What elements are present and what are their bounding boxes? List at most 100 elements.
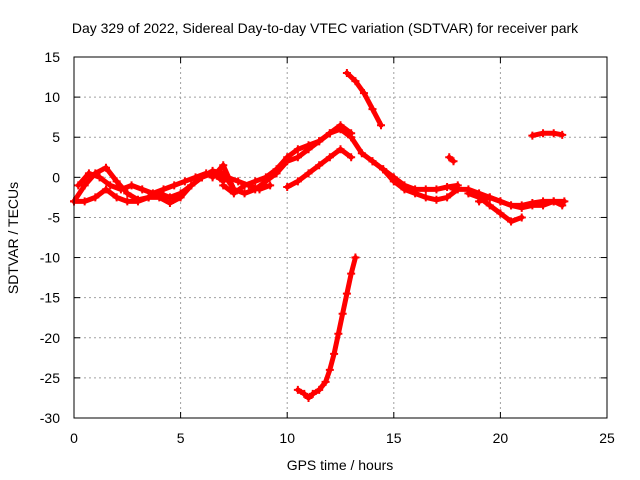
data-point xyxy=(251,177,260,186)
data-point xyxy=(347,133,356,142)
data-point xyxy=(293,385,302,394)
data-point xyxy=(155,193,164,202)
data-point xyxy=(359,89,368,98)
data-point xyxy=(368,105,377,114)
y-tick-label: 10 xyxy=(44,89,60,105)
x-axis-label: GPS time / hours xyxy=(287,457,394,473)
data-point xyxy=(308,389,317,398)
data-point xyxy=(464,189,473,198)
data-point xyxy=(379,165,388,174)
series-arc-n xyxy=(529,130,565,139)
data-point xyxy=(357,149,366,158)
data-point xyxy=(101,163,110,172)
data-point xyxy=(347,269,356,278)
data-point xyxy=(411,189,420,198)
data-point xyxy=(549,197,558,206)
data-point xyxy=(560,197,569,206)
data-point xyxy=(165,199,174,208)
data-point xyxy=(219,181,228,190)
data-point xyxy=(304,169,313,178)
y-tick-label: -5 xyxy=(48,209,61,225)
data-point xyxy=(304,393,313,402)
data-point xyxy=(325,153,334,162)
data-point xyxy=(229,189,238,198)
data-point xyxy=(377,121,386,130)
series-layer xyxy=(70,69,569,402)
data-point xyxy=(325,365,334,374)
data-point xyxy=(176,193,185,202)
data-point xyxy=(475,197,484,206)
data-point xyxy=(116,185,125,194)
data-point xyxy=(240,181,249,190)
x-tick-label: 15 xyxy=(386,430,402,446)
y-tick-label: 15 xyxy=(44,49,60,65)
data-point xyxy=(95,173,104,182)
data-point xyxy=(315,137,324,146)
data-point xyxy=(133,197,142,206)
data-point xyxy=(106,181,115,190)
grid-layer xyxy=(74,57,607,418)
x-tick-label: 10 xyxy=(279,430,295,446)
data-point xyxy=(445,153,454,162)
data-point xyxy=(336,125,345,134)
data-point xyxy=(234,177,243,186)
data-point xyxy=(432,185,441,194)
data-point xyxy=(187,181,196,190)
data-point xyxy=(261,173,270,182)
data-point xyxy=(342,289,351,298)
data-point xyxy=(84,169,93,178)
data-point xyxy=(336,145,345,154)
data-point xyxy=(347,153,356,162)
data-point xyxy=(219,161,228,170)
data-point xyxy=(342,69,351,78)
data-point xyxy=(101,185,110,194)
data-point xyxy=(449,157,458,166)
data-point xyxy=(334,329,343,338)
data-point xyxy=(159,185,168,194)
series-arc-h xyxy=(295,255,358,401)
data-point xyxy=(293,153,302,162)
data-point xyxy=(315,385,324,394)
data-point xyxy=(208,173,217,182)
data-point xyxy=(240,189,249,198)
data-point xyxy=(191,173,200,182)
data-point xyxy=(496,197,505,206)
data-point xyxy=(315,161,324,170)
data-point xyxy=(443,193,452,202)
y-tick-label: -15 xyxy=(40,290,60,306)
data-point xyxy=(74,181,83,190)
data-point xyxy=(251,185,260,194)
x-tick-label: 5 xyxy=(177,430,185,446)
data-point xyxy=(517,203,526,212)
data-point xyxy=(421,185,430,194)
data-point xyxy=(389,177,398,186)
data-point xyxy=(507,217,516,226)
data-point xyxy=(539,201,548,210)
data-point xyxy=(432,195,441,204)
data-point xyxy=(485,193,494,202)
y-tick-label: -25 xyxy=(40,370,60,386)
data-point xyxy=(558,130,567,139)
y-tick-label: -20 xyxy=(40,330,60,346)
data-point xyxy=(283,153,292,162)
y-tick-label: 0 xyxy=(52,169,60,185)
data-point xyxy=(321,377,330,386)
tick-layer: 0 5 10 15 20 25 -30 -25 -20 -15 -10 -5 0 5 10 15 xyxy=(40,49,615,446)
data-point xyxy=(127,181,136,190)
data-point xyxy=(351,77,360,86)
data-point xyxy=(112,177,121,186)
x-tick-label: 0 xyxy=(70,430,78,446)
x-tick-label: 25 xyxy=(599,430,615,446)
y-tick-label: 5 xyxy=(52,129,60,145)
data-point xyxy=(421,193,430,202)
data-point xyxy=(549,129,558,138)
data-point xyxy=(148,189,157,198)
plot-frame xyxy=(73,56,608,419)
y-tick-label: -10 xyxy=(40,250,60,266)
data-point xyxy=(368,157,377,166)
data-point xyxy=(123,189,132,198)
data-point xyxy=(300,389,309,398)
data-point xyxy=(325,129,334,138)
